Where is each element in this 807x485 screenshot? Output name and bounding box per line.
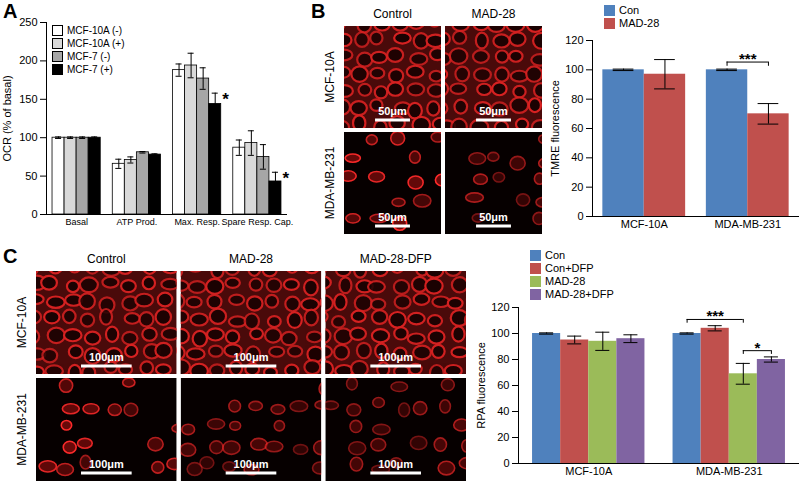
svg-text:0: 0 <box>31 208 37 220</box>
svg-text:50μm: 50μm <box>378 105 407 117</box>
svg-text:*: * <box>754 339 760 356</box>
svg-text:120: 120 <box>565 34 583 46</box>
svg-text:40: 40 <box>497 405 509 417</box>
svg-text:100μm: 100μm <box>378 458 413 470</box>
html-text:MCF-10A (-): MCF-10A (-) <box>67 25 122 36</box>
html-text:MAD-28: MAD-28 <box>545 275 586 287</box>
html-text:Con: Con <box>619 4 640 16</box>
svg-text:100μm: 100μm <box>234 458 269 470</box>
svg-text:TMRE fluorescence: TMRE fluorescence <box>549 80 561 177</box>
svg-text:120: 120 <box>491 301 509 313</box>
html-text:MAD-28+DFP: MAD-28+DFP <box>545 288 614 300</box>
html-text:MCF-7 (+): MCF-7 (+) <box>67 64 113 75</box>
svg-text:ATP Prod.: ATP Prod. <box>117 217 158 227</box>
svg-text:***: *** <box>706 307 724 324</box>
html-text:MAD-28: MAD-28 <box>619 17 660 29</box>
svg-text:100: 100 <box>565 63 583 75</box>
svg-text:80: 80 <box>497 353 509 365</box>
svg-text:100: 100 <box>19 131 37 143</box>
svg-text:50μm: 50μm <box>479 211 508 223</box>
svg-text:50μm: 50μm <box>479 105 508 117</box>
svg-text:RPA fluorescence: RPA fluorescence <box>475 342 487 429</box>
svg-text:MCF-10A: MCF-10A <box>323 51 337 102</box>
svg-text:20: 20 <box>497 431 509 443</box>
svg-text:OCR (% of basal): OCR (% of basal) <box>1 75 13 161</box>
svg-text:40: 40 <box>571 151 583 163</box>
svg-text:MCF-10A: MCF-10A <box>621 218 669 230</box>
svg-text:20: 20 <box>571 181 583 193</box>
svg-text:250: 250 <box>19 16 37 28</box>
svg-text:100μm: 100μm <box>89 351 124 363</box>
svg-text:0: 0 <box>503 457 509 469</box>
svg-text:200: 200 <box>19 54 37 66</box>
svg-text:***: *** <box>739 50 757 67</box>
svg-text:60: 60 <box>497 379 509 391</box>
svg-text:MDA-MB-231: MDA-MB-231 <box>696 465 763 477</box>
svg-text:100μm: 100μm <box>378 351 413 363</box>
svg-text:100: 100 <box>491 327 509 339</box>
svg-text:Control: Control <box>87 252 126 266</box>
svg-text:100μm: 100μm <box>234 351 269 363</box>
html-text:Con+DFP: Con+DFP <box>545 262 594 274</box>
svg-text:50μm: 50μm <box>378 211 407 223</box>
html-text:C: C <box>3 245 18 267</box>
svg-text:MCF-10A: MCF-10A <box>15 297 29 348</box>
html-text:Con: Con <box>545 249 566 261</box>
svg-text:Basal: Basal <box>65 217 88 227</box>
svg-text:150: 150 <box>19 93 37 105</box>
svg-text:Spare Resp. Cap.: Spare Resp. Cap. <box>222 217 294 227</box>
svg-text:MAD-28-DFP: MAD-28-DFP <box>360 252 432 266</box>
svg-text:Control: Control <box>373 7 412 21</box>
svg-text:80: 80 <box>571 93 583 105</box>
svg-text:MDA-MB-231: MDA-MB-231 <box>323 146 337 219</box>
svg-text:*: * <box>282 169 289 188</box>
svg-text:0: 0 <box>577 210 583 222</box>
svg-text:60: 60 <box>571 122 583 134</box>
svg-text:MAD-28: MAD-28 <box>471 7 515 21</box>
svg-text:MAD-28: MAD-28 <box>229 252 273 266</box>
html-text:B: B <box>311 0 326 22</box>
svg-text:100μm: 100μm <box>89 458 124 470</box>
svg-text:MCF-10A: MCF-10A <box>565 465 613 477</box>
svg-text:MDA-MB-231: MDA-MB-231 <box>15 393 29 466</box>
svg-text:MDA-MB-231: MDA-MB-231 <box>714 218 781 230</box>
svg-text:Max. Resp.: Max. Resp. <box>174 217 220 227</box>
html-text:MCF-7 (-): MCF-7 (-) <box>67 51 111 62</box>
svg-text:*: * <box>222 90 229 109</box>
html-text:MCF-10A (+): MCF-10A (+) <box>67 38 125 49</box>
html-text:A: A <box>3 0 18 22</box>
svg-text:50: 50 <box>25 170 37 182</box>
